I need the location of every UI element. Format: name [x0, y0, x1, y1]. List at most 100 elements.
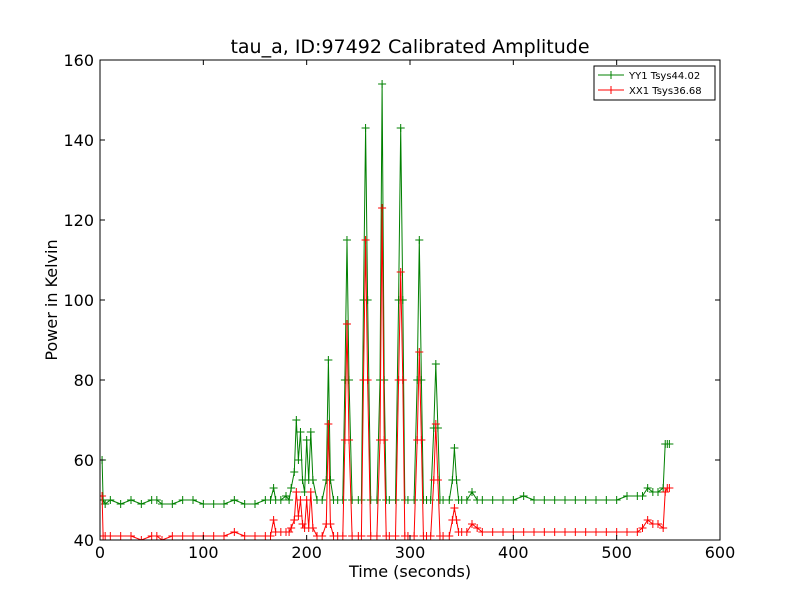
data-point — [499, 496, 507, 504]
data-point — [592, 528, 600, 536]
y-tick-label: 120 — [63, 211, 94, 230]
data-point — [398, 376, 407, 384]
data-point — [462, 496, 471, 504]
x-tick-label: 400 — [498, 543, 529, 562]
data-point — [372, 532, 381, 540]
data-point — [290, 516, 299, 524]
data-point — [378, 80, 387, 88]
data-point — [137, 500, 146, 508]
data-point — [478, 528, 487, 536]
data-point — [638, 524, 647, 532]
plot-area — [100, 80, 674, 540]
x-tick-label: 500 — [601, 543, 632, 562]
data-point — [294, 456, 303, 464]
data-point — [612, 496, 621, 504]
y-tick-label: 40 — [74, 531, 94, 550]
data-point — [550, 496, 559, 504]
data-point — [292, 488, 301, 496]
data-point — [623, 492, 631, 500]
data-point — [290, 468, 299, 476]
data-point — [391, 532, 400, 540]
data-point — [561, 496, 569, 504]
x-tick-label: 600 — [705, 543, 736, 562]
data-point — [417, 436, 426, 444]
data-point — [240, 532, 249, 540]
data-point — [106, 532, 115, 540]
data-point — [199, 500, 208, 508]
data-point — [298, 520, 307, 528]
data-point — [654, 520, 662, 528]
data-point — [287, 524, 296, 532]
data-point — [380, 436, 389, 444]
x-tick-label: 0 — [95, 543, 105, 562]
data-point — [251, 532, 259, 540]
data-point — [361, 124, 370, 132]
data-point — [269, 516, 278, 524]
data-point — [431, 420, 440, 428]
data-point — [391, 496, 400, 504]
data-point — [266, 532, 275, 540]
data-point — [158, 536, 166, 540]
data-point — [415, 348, 424, 356]
data-point — [445, 532, 454, 540]
legend-marker — [607, 86, 615, 94]
data-point — [410, 532, 419, 540]
legend-marker — [607, 71, 615, 79]
data-point — [478, 496, 487, 504]
data-point — [396, 124, 405, 132]
data-point — [318, 532, 327, 540]
data-point — [220, 500, 228, 508]
data-point — [450, 444, 459, 452]
data-point — [530, 496, 538, 504]
data-point — [269, 484, 278, 492]
data-point — [659, 524, 668, 532]
data-point — [415, 236, 424, 244]
y-tick-label: 60 — [74, 451, 94, 470]
data-point — [363, 376, 372, 384]
data-point — [499, 528, 507, 536]
data-point — [209, 500, 218, 508]
data-point — [638, 492, 647, 500]
data-point — [294, 512, 303, 520]
data-point — [285, 496, 294, 504]
data-point — [433, 476, 442, 484]
data-point — [230, 528, 239, 536]
data-point — [178, 496, 187, 504]
data-point — [396, 268, 405, 276]
data-point — [665, 484, 674, 492]
data-point — [473, 524, 482, 532]
x-tick-label: 300 — [395, 543, 426, 562]
data-point — [509, 528, 518, 536]
data-point — [306, 428, 315, 436]
data-point — [643, 484, 652, 492]
data-point — [654, 488, 662, 496]
data-point — [468, 488, 476, 496]
data-point — [592, 496, 600, 504]
data-point — [324, 356, 333, 364]
data-point — [342, 320, 351, 328]
data-point — [450, 504, 459, 512]
data-point — [152, 532, 161, 540]
legend-entry: XX1 Tsys36.68 — [629, 86, 702, 97]
plot-frame — [99, 59, 721, 541]
data-point — [602, 496, 611, 504]
data-point — [378, 204, 387, 212]
data-point — [661, 488, 670, 496]
data-point — [612, 528, 621, 536]
data-point — [137, 536, 146, 540]
data-point — [342, 236, 351, 244]
data-point — [287, 484, 296, 492]
legend-entry: YY1 Tsys44.02 — [628, 71, 700, 82]
y-tick-label: 160 — [63, 51, 94, 70]
data-point — [240, 500, 249, 508]
data-point — [326, 476, 335, 484]
data-point — [509, 496, 518, 504]
data-point — [452, 476, 461, 484]
x-tick-label: 100 — [188, 543, 219, 562]
data-point — [345, 436, 354, 444]
data-point — [581, 496, 590, 504]
data-point — [251, 500, 259, 508]
data-point — [306, 488, 315, 496]
data-point — [318, 496, 327, 504]
